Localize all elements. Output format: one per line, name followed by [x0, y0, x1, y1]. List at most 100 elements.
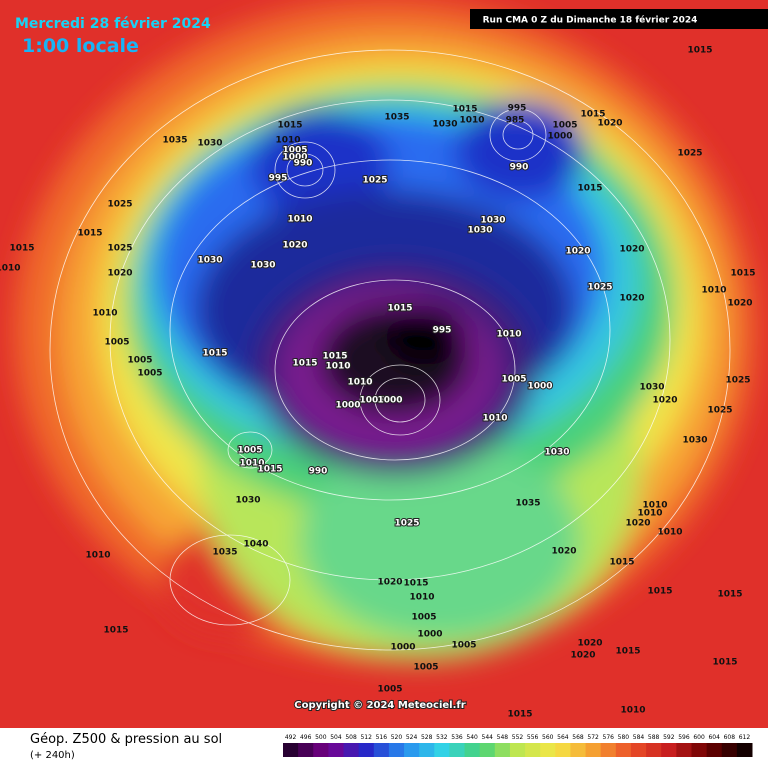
isobar-label: 1015 [103, 626, 128, 636]
scale-label: 564 [557, 734, 569, 741]
isobar-label: 1010 [239, 459, 264, 469]
run-info: Run CMA 0 Z du Dimanche 18 février 2024 [483, 15, 698, 26]
scale-swatch [434, 743, 450, 757]
isobar-label: 1015 [717, 590, 742, 600]
scale-swatch [509, 743, 526, 757]
isobar-label: 1030 [467, 226, 492, 236]
scale-swatch [525, 743, 541, 757]
isobar-label: 1005 [451, 641, 476, 651]
isobar-label: 1025 [362, 176, 387, 186]
scale-swatch [615, 743, 632, 757]
isobar-label: 1030 [197, 139, 222, 149]
isobar-label: 1035 [212, 548, 237, 558]
isobar-label: 1040 [243, 540, 268, 550]
scale-swatch [676, 743, 692, 757]
isobar-label: 1015 [277, 121, 302, 131]
isobar-label: 1005 [359, 396, 384, 406]
isobar-label: 985 [506, 116, 525, 126]
isobar-label: 1020 [727, 299, 752, 309]
isobar-label: 1005 [377, 685, 402, 695]
scale-label: 608 [724, 734, 736, 741]
isobar-label: 1015 [202, 349, 227, 359]
isobar-label: 990 [309, 467, 328, 477]
isobar-label: 1010 [275, 136, 300, 146]
isobar-label: 1025 [587, 283, 612, 293]
isobar-label: 1005 [552, 121, 577, 131]
isobar-label: 1005 [501, 375, 526, 385]
color-scale: 492 496 500 504 508 512 516 520 524 528 532 536 540 5… [283, 734, 753, 757]
isobar-label: 1020 [597, 119, 622, 129]
scale-label: 544 [482, 734, 494, 741]
isobar-label: 995 [269, 174, 288, 184]
isobar-label: 1025 [707, 406, 732, 416]
scale-swatch [343, 743, 360, 757]
isobar-label: 1005 [237, 446, 262, 456]
isobar-label: 1015 [687, 46, 712, 56]
isobar-label: 1015 [615, 647, 640, 657]
scale-swatch [600, 743, 617, 757]
isobar-label: 1030 [250, 261, 275, 271]
scale-label: 572 [587, 734, 599, 741]
isobar-label: 1010 [409, 593, 434, 603]
isobar-label: 1000 [377, 396, 402, 406]
scale-label: 516 [376, 734, 388, 741]
scale-label: 548 [497, 734, 509, 741]
footer-lead: (+ 240h) [30, 750, 75, 761]
copyright: Copyright © 2024 Meteociel.fr [294, 700, 465, 711]
geopotential-field [0, 0, 768, 728]
isobar-label: 1030 [682, 436, 707, 446]
isobar-label: 1010 [482, 414, 507, 424]
scale-swatch [479, 743, 496, 757]
isobar-label: 1015 [730, 269, 755, 279]
isobar-label: 1010 [701, 286, 726, 296]
scale-label: 600 [693, 734, 705, 741]
isobar-label: 1025 [677, 149, 702, 159]
isobar-label: 1005 [413, 663, 438, 673]
scale-label: 520 [391, 734, 403, 741]
scale-swatch [494, 743, 511, 757]
scale-label: 592 [663, 734, 675, 741]
scale-label: 508 [345, 734, 357, 741]
isobar-label: 1020 [577, 639, 602, 649]
scale-swatch [630, 743, 647, 757]
scale-label: 504 [330, 734, 342, 741]
scale-label: 588 [648, 734, 660, 741]
scale-label: 568 [572, 734, 584, 741]
isobar-label: 1035 [515, 499, 540, 509]
isobar-label: 1010 [637, 509, 662, 519]
isobar-label: 1015 [577, 184, 602, 194]
isobar-label: 1005 [127, 356, 152, 366]
scale-label: 596 [678, 734, 690, 741]
isobar-label: 1030 [639, 383, 664, 393]
isobar-label: 1025 [107, 200, 132, 210]
isobar-label: 1000 [282, 153, 307, 163]
scale-swatch [706, 743, 723, 757]
isobar-label: 1030 [480, 216, 505, 226]
scale-swatch [283, 743, 299, 757]
isobar-label: 1005 [411, 613, 436, 623]
scale-swatch [540, 743, 556, 757]
isobar-label: 1010 [620, 706, 645, 716]
scale-label: 524 [406, 734, 418, 741]
scale-label: 532 [436, 734, 448, 741]
isobar-label: 1020 [282, 241, 307, 251]
scale-label: 552 [512, 734, 524, 741]
isobar-label: 995 [433, 326, 452, 336]
isobar-label: 1000 [527, 382, 552, 392]
scale-label: 492 [285, 734, 297, 741]
isobar-label: 1025 [394, 519, 419, 529]
scale-label: 540 [466, 734, 478, 741]
run-box [470, 9, 768, 29]
scale-label: 496 [300, 734, 312, 741]
footer-title: Géop. Z500 & pression au sol [30, 732, 222, 747]
isobar-label: 1015 [403, 579, 428, 589]
isobar-label: 1020 [551, 547, 576, 557]
scale-swatch [661, 743, 677, 757]
scale-swatch [736, 743, 753, 757]
isobar-label: 1030 [197, 256, 222, 266]
scale-swatch [570, 743, 587, 757]
scale-swatch [721, 743, 738, 757]
isobar-label: 1030 [544, 448, 569, 458]
